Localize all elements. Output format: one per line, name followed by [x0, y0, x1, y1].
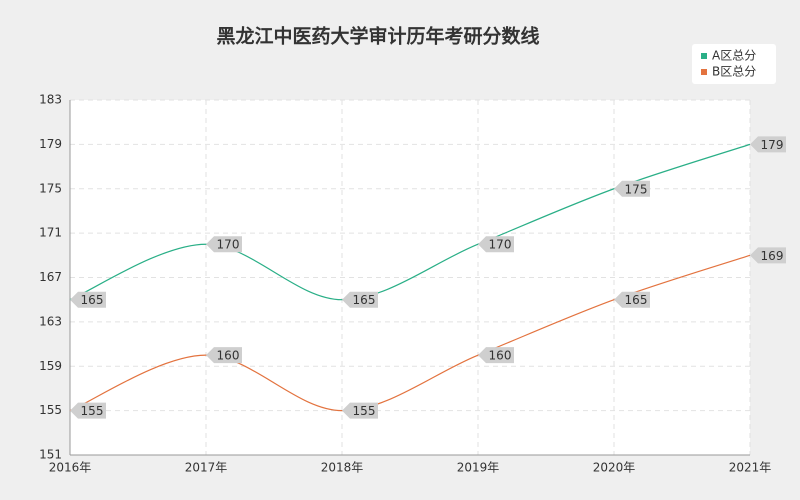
data-label: 165	[625, 293, 648, 307]
data-label-tag	[206, 347, 242, 364]
data-label: 155	[353, 404, 376, 418]
data-label-tag	[750, 247, 786, 264]
y-tick-label: 183	[39, 93, 62, 107]
data-label: 165	[353, 293, 376, 307]
y-tick-label: 163	[39, 314, 62, 328]
data-label: 170	[489, 238, 512, 252]
legend-label: A区总分	[712, 49, 756, 63]
data-label: 155	[81, 404, 104, 418]
y-tick-label: 171	[39, 226, 62, 240]
data-label-tag	[478, 347, 514, 364]
legend-swatch	[701, 69, 707, 75]
legend-swatch	[701, 53, 707, 59]
data-label-tag	[614, 180, 650, 197]
y-tick-label: 159	[39, 359, 62, 373]
data-label-tag	[614, 291, 650, 308]
y-tick-label: 167	[39, 270, 62, 284]
data-label: 169	[761, 249, 784, 263]
chart-title: 黑龙江中医药大学审计历年考研分数线	[216, 25, 539, 48]
x-tick-label: 2020年	[593, 461, 636, 475]
y-tick-label: 155	[39, 403, 62, 417]
y-tick-label: 175	[39, 181, 62, 195]
data-label: 170	[217, 238, 240, 252]
x-tick-label: 2021年	[729, 461, 772, 475]
data-label: 160	[489, 349, 512, 363]
x-tick-label: 2018年	[321, 461, 364, 475]
x-tick-label: 2016年	[49, 461, 92, 475]
y-tick-label: 179	[39, 137, 62, 151]
data-label-tag	[342, 402, 378, 419]
data-label-tag	[750, 136, 786, 153]
y-tick-label: 151	[39, 448, 62, 462]
data-label-tag	[206, 236, 242, 253]
data-label: 175	[625, 182, 648, 196]
legend-box	[692, 44, 776, 84]
data-label-tag	[478, 236, 514, 253]
data-label-tag	[70, 291, 106, 308]
data-label: 165	[81, 293, 104, 307]
data-label-tag	[342, 291, 378, 308]
legend-label: B区总分	[712, 65, 756, 79]
data-label-tag	[70, 402, 106, 419]
data-label: 179	[761, 138, 784, 152]
plot-area	[70, 100, 750, 455]
x-tick-label: 2019年	[457, 461, 500, 475]
data-label: 160	[217, 349, 240, 363]
x-tick-label: 2017年	[185, 461, 228, 475]
